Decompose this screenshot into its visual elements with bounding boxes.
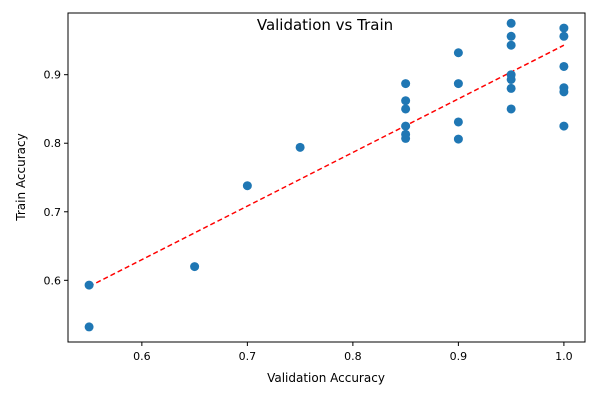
points-layer: [84, 18, 569, 332]
data-point-23: [559, 31, 569, 41]
data-point-12: [453, 79, 463, 89]
y-tick-label: 0.8: [44, 137, 62, 150]
data-point-7: [401, 104, 411, 114]
data-point-14: [453, 134, 463, 144]
data-point-8: [401, 121, 411, 131]
data-point-1: [84, 322, 94, 332]
y-tick-label: 0.6: [44, 274, 62, 287]
x-axis-ticks: 0.6 0.7 0.8 0.9 1.0: [133, 342, 573, 363]
data-point-13: [453, 117, 463, 127]
x-axis-label: Validation Accuracy: [267, 371, 385, 385]
plot-area-frame: [67, 12, 586, 343]
y-tick-label: 0.9: [44, 69, 62, 82]
data-point-22: [559, 23, 569, 33]
y-axis-label: Train Accuracy: [14, 133, 28, 221]
data-point-26: [559, 87, 569, 97]
data-point-0: [84, 280, 94, 290]
chart-title: Validation vs Train: [257, 16, 393, 34]
data-point-15: [506, 18, 516, 28]
trendline: [88, 44, 565, 288]
data-point-2: [190, 262, 200, 272]
x-tick-label: 0.9: [450, 350, 468, 363]
data-point-16: [506, 31, 516, 41]
data-point-11: [453, 48, 463, 58]
data-point-4: [295, 142, 305, 152]
x-tick-label: 0.6: [133, 350, 151, 363]
y-tick-label: 0.7: [44, 206, 62, 219]
x-tick-label: 1.0: [555, 350, 573, 363]
y-axis-ticks: 0.6 0.7 0.8 0.9: [44, 69, 68, 287]
data-point-10: [401, 133, 411, 143]
data-point-21: [506, 104, 516, 114]
data-point-27: [559, 121, 569, 131]
trendline-layer: [88, 44, 565, 288]
data-point-24: [559, 61, 569, 71]
data-point-6: [401, 96, 411, 106]
x-tick-label: 0.8: [344, 350, 362, 363]
x-tick-label: 0.7: [239, 350, 257, 363]
data-point-20: [506, 83, 516, 93]
data-point-3: [242, 181, 252, 191]
data-point-17: [506, 40, 516, 50]
data-point-19: [506, 74, 516, 84]
data-point-5: [401, 79, 411, 89]
